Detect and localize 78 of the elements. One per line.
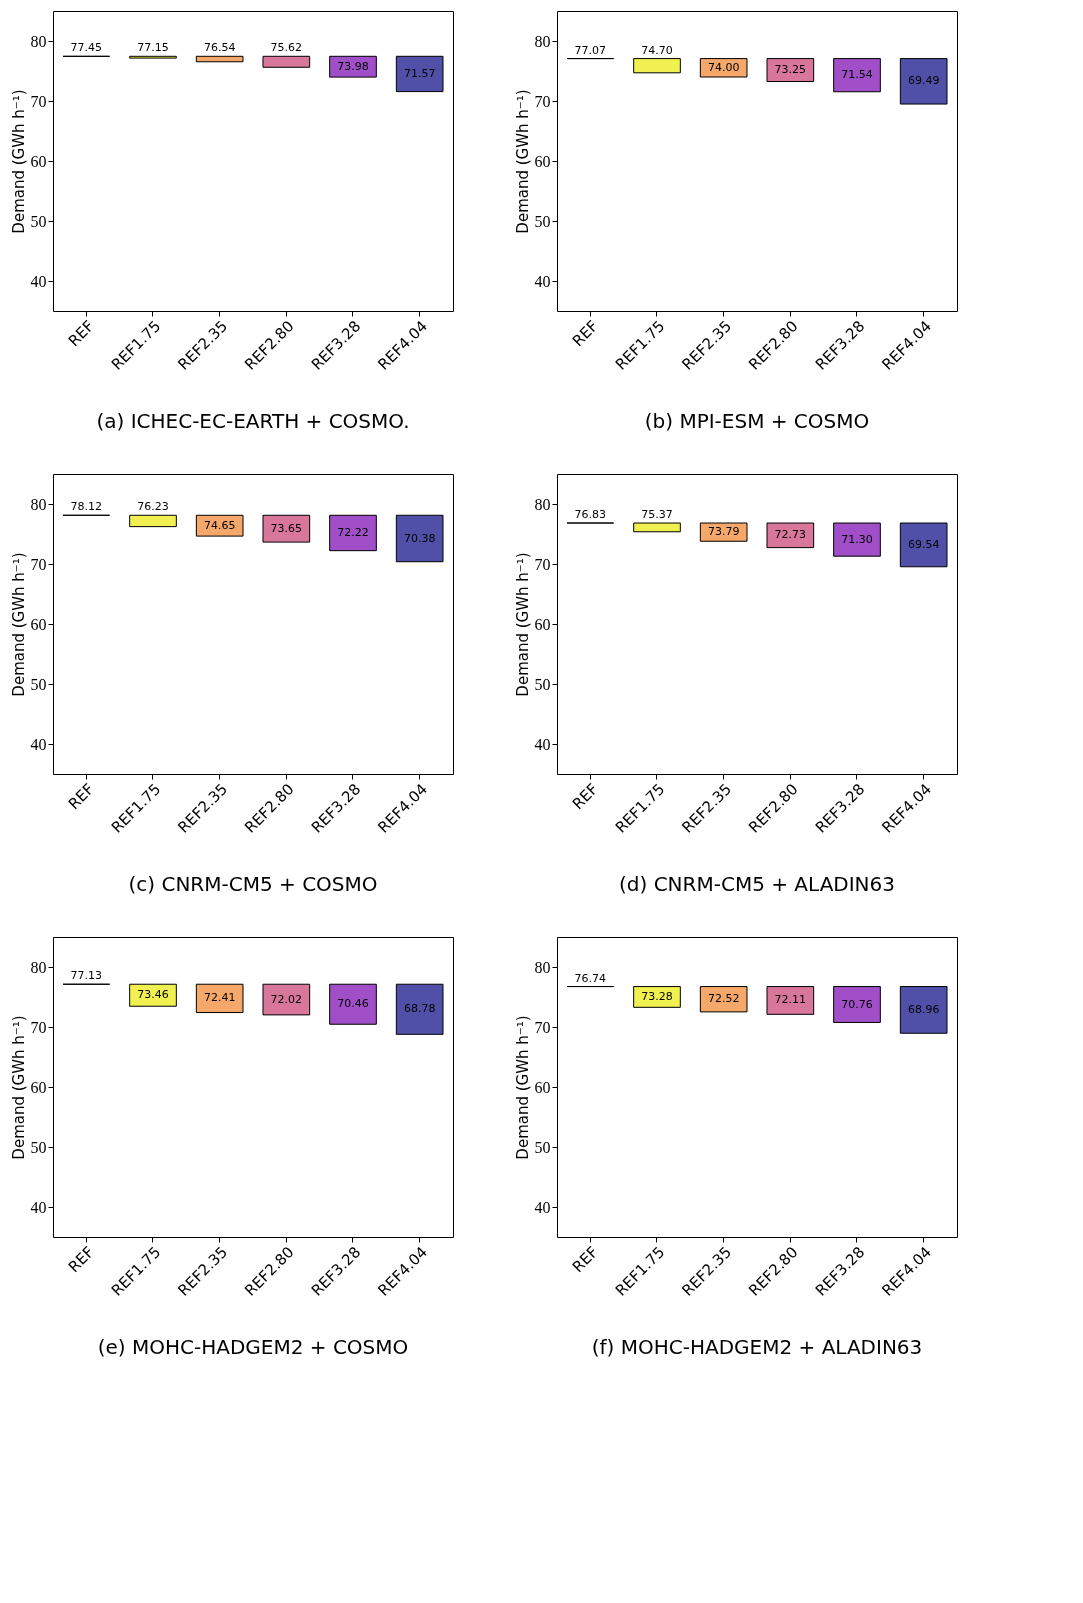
- data-label: 69.54: [907, 537, 940, 551]
- y-tick-label: 80: [30, 32, 47, 50]
- text: (f) MOHC-HADGEM2 + ALADIN63: [591, 1335, 923, 1360]
- y-tick-label: 50: [534, 675, 551, 693]
- data-label: 73.46: [137, 988, 169, 1002]
- data-label: 72.52: [707, 992, 740, 1006]
- y-tick-label: 50: [30, 675, 47, 693]
- data-label: 77.15: [137, 41, 169, 55]
- data-label: 71.57: [403, 66, 436, 80]
- data-label: 77.07: [574, 43, 607, 57]
- data-label: 77.45: [70, 41, 103, 55]
- text: (b) MPI-ESM + COSMO: [644, 409, 870, 434]
- data-label: 69.49: [907, 74, 940, 88]
- data-label: 73.25: [774, 63, 807, 77]
- text: (c) CNRM-CM5 + COSMO: [128, 872, 378, 897]
- y-tick-label: 70: [30, 92, 47, 110]
- y-tick-label: 50: [534, 212, 551, 230]
- data-label: 72.02: [270, 992, 303, 1006]
- data-label: 73.28: [641, 989, 673, 1003]
- y-tick-label: 50: [30, 1138, 47, 1156]
- data-label: 75.37: [641, 508, 673, 522]
- y-tick-label: 60: [534, 152, 551, 170]
- y-tick-label: 60: [30, 1078, 47, 1096]
- y-tick-label: 80: [30, 495, 47, 513]
- y-tick-label: 80: [534, 958, 551, 976]
- y-tick-label: 50: [30, 212, 47, 230]
- data-label: 70.46: [337, 997, 369, 1011]
- y-axis-title: Demand (GWh h⁻¹): [513, 89, 532, 234]
- y-tick-label: 70: [30, 1018, 47, 1036]
- y-tick-label: 70: [534, 555, 551, 573]
- y-tick-label: 40: [534, 1198, 551, 1216]
- data-label: 68.78: [403, 1002, 436, 1016]
- data-label: 73.65: [270, 521, 303, 535]
- data-label: 76.23: [137, 500, 169, 514]
- y-axis-title: Demand (GWh h⁻¹): [9, 552, 28, 697]
- y-axis-title: Demand (GWh h⁻¹): [9, 1015, 28, 1160]
- y-tick-label: 40: [534, 272, 551, 290]
- y-tick-label: 80: [534, 32, 551, 50]
- y-tick-label: 80: [534, 495, 551, 513]
- y-axis-title: Demand (GWh h⁻¹): [513, 552, 532, 697]
- data-label: 75.62: [270, 41, 303, 55]
- y-tick-label: 60: [30, 615, 47, 633]
- data-label: 76.83: [574, 508, 607, 522]
- data-label: 72.41: [203, 991, 236, 1005]
- data-label: 74.70: [641, 43, 673, 57]
- data-label: 71.54: [841, 68, 873, 82]
- y-tick-label: 50: [534, 1138, 551, 1156]
- data-label: 70.76: [841, 997, 873, 1011]
- data-label: 74.65: [203, 518, 236, 532]
- y-tick-label: 40: [30, 272, 47, 290]
- y-tick-label: 60: [534, 1078, 551, 1096]
- data-label: 73.98: [337, 59, 369, 73]
- data-label: 78.12: [70, 500, 103, 514]
- text: (d) CNRM-CM5 + ALADIN63: [618, 872, 896, 897]
- y-tick-label: 40: [30, 1198, 47, 1216]
- data-label: 76.54: [203, 41, 236, 55]
- data-label: 72.73: [774, 528, 807, 542]
- y-tick-label: 60: [30, 152, 47, 170]
- y-tick-label: 40: [30, 735, 47, 753]
- data-label: 73.79: [707, 525, 740, 539]
- y-axis-title: Demand (GWh h⁻¹): [9, 89, 28, 234]
- y-axis-title: Demand (GWh h⁻¹): [513, 1015, 532, 1160]
- y-tick-label: 80: [30, 958, 47, 976]
- data-label: 70.38: [403, 531, 436, 545]
- data-label: 72.22: [337, 525, 369, 539]
- data-label: 68.96: [907, 1002, 940, 1016]
- data-label: 77.13: [70, 969, 103, 983]
- y-tick-label: 40: [534, 735, 551, 753]
- data-label: 74.00: [707, 60, 740, 74]
- data-label: 72.11: [774, 993, 807, 1007]
- data-label: 71.30: [841, 532, 873, 546]
- y-tick-label: 60: [534, 615, 551, 633]
- text: (e) MOHC-HADGEM2 + COSMO: [97, 1335, 409, 1360]
- y-tick-label: 70: [534, 1018, 551, 1036]
- data-label: 76.74: [574, 971, 607, 985]
- y-tick-label: 70: [534, 92, 551, 110]
- text: (a) ICHEC-EC-EARTH + COSMO.: [96, 409, 410, 434]
- y-tick-label: 70: [30, 555, 47, 573]
